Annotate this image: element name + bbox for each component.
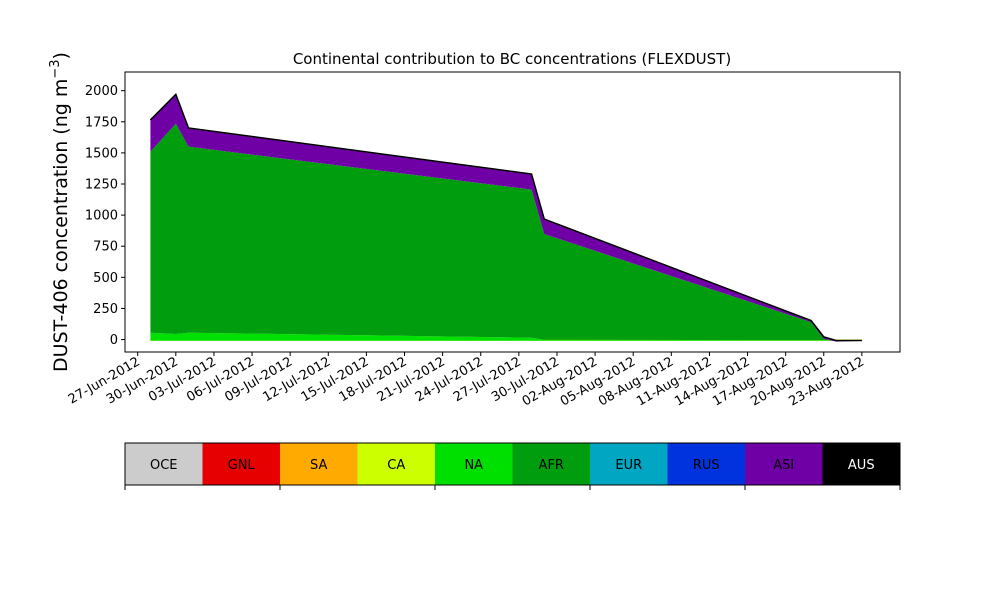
legend-swatch-oce — [125, 443, 203, 485]
chart-title: Continental contribution to BC concentra… — [293, 50, 731, 68]
y-tick-label: 1500 — [85, 146, 118, 161]
legend-label-asi: ASI — [773, 458, 794, 473]
legend-swatch-eur — [590, 443, 668, 485]
y-tick-label: 2000 — [85, 84, 118, 99]
legend-swatch-na — [435, 443, 513, 485]
plot-area — [149, 93, 862, 342]
y-tick-label: 250 — [93, 302, 118, 317]
y-axis-label-close: ) — [50, 52, 72, 59]
area-series-na — [150, 332, 862, 341]
legend-frame — [124, 442, 901, 486]
legend-label-eur: EUR — [615, 458, 642, 473]
legend-colorbar: OCE GNL SA CA NA AFR EUR RUS ASI AUS — [124, 442, 901, 490]
y-tick-label: 1000 — [85, 209, 118, 224]
area-series-asi — [150, 95, 862, 342]
x-axis: 27-Jun-201230-Jun-201203-Jul-201206-Jul-… — [66, 352, 867, 410]
y-axis-label-superscript: −3 — [48, 59, 63, 78]
y-tick-label: 500 — [93, 271, 118, 286]
legend-swatch-aus — [822, 443, 901, 485]
legend-swatch-sa — [280, 443, 358, 485]
legend-label-na: NA — [464, 458, 483, 473]
legend-swatch-asi — [745, 443, 823, 485]
legend-label-oce: OCE — [150, 458, 178, 473]
legend-label-afr: AFR — [539, 458, 564, 473]
plot-frame — [124, 71, 901, 353]
y-axis: 0 250 500 750 1000 1250 1500 1750 2000 — [85, 84, 125, 348]
y-axis-label-text: DUST-406 concentration (ng m — [50, 79, 72, 372]
legend-swatch-gnl — [202, 443, 281, 485]
legend-label-aus: AUS — [848, 458, 875, 473]
stack-total-outline — [149, 93, 862, 342]
y-tick-label: 1750 — [85, 115, 118, 130]
y-tick-label: 0 — [110, 333, 118, 348]
y-tick-label: 1250 — [85, 178, 118, 193]
legend-swatch-afr — [512, 443, 591, 485]
legend-label-rus: RUS — [693, 458, 720, 473]
legend-swatch-ca — [357, 443, 436, 485]
y-tick-label: 750 — [93, 240, 118, 255]
legend-label-sa: SA — [310, 458, 327, 473]
legend-label-gnl: GNL — [228, 458, 256, 473]
legend-label-ca: CA — [387, 458, 405, 473]
legend-swatch-rus — [667, 443, 746, 485]
y-axis-label: DUST-406 concentration (ng m−3) — [48, 52, 72, 372]
area-series-afr — [150, 123, 862, 342]
